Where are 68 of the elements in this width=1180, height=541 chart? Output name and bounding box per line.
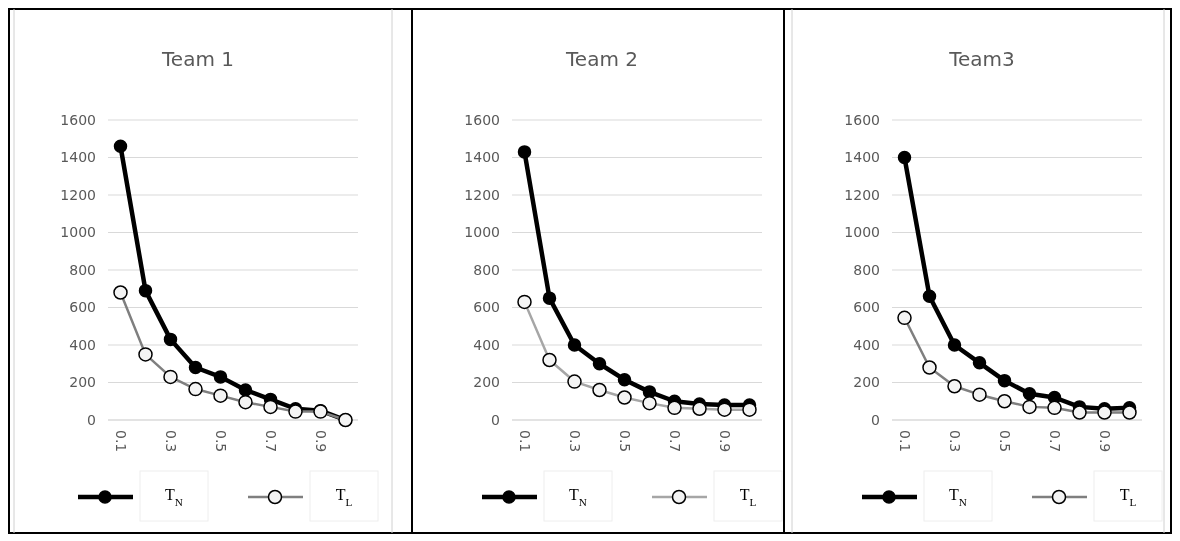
y-tick-label: 1400 — [844, 149, 880, 166]
y-tick-label: 1200 — [844, 186, 880, 203]
legend-label: T$_{N}$ — [949, 486, 967, 509]
y-tick-label: 800 — [69, 261, 96, 278]
y-tick-label: 400 — [69, 336, 96, 353]
y-tick-label: 200 — [473, 374, 500, 391]
point — [238, 383, 253, 397]
point — [517, 145, 532, 159]
x-tick-label: 0.5 — [616, 430, 633, 453]
y-tick-label: 200 — [853, 374, 880, 391]
legend-label: T$_{L}$ — [1119, 486, 1137, 509]
point — [138, 283, 153, 298]
x-tick-label: 0.3 — [566, 430, 583, 453]
point — [972, 356, 987, 370]
point — [213, 370, 228, 384]
x-tick-label: 0.5 — [996, 430, 1013, 453]
chart-title: Team 1 — [161, 47, 234, 71]
y-tick-label: 1600 — [464, 111, 500, 128]
y-tick-label: 600 — [69, 299, 96, 316]
y-tick-label: 0 — [87, 411, 96, 428]
y-tick-label: 400 — [473, 336, 500, 353]
y-tick-label: 1000 — [844, 224, 880, 241]
x-tick-label: 0.1 — [896, 430, 913, 453]
y-tick-label: 600 — [853, 299, 880, 316]
point — [113, 139, 128, 153]
point — [922, 289, 937, 303]
y-tick-label: 1000 — [464, 224, 500, 241]
x-tick-label: 0.5 — [212, 430, 229, 453]
y-tick-label: 800 — [853, 261, 880, 278]
y-tick-label: 1400 — [60, 149, 96, 166]
y-tick-label: 1600 — [844, 111, 880, 128]
x-tick-label: 0.9 — [312, 430, 329, 453]
x-tick-label: 0.7 — [666, 430, 683, 453]
chart-title: Team3 — [948, 47, 1015, 71]
y-tick-label: 1000 — [60, 224, 96, 241]
x-tick-label: 0.1 — [112, 430, 129, 453]
legend-label: T$_{L}$ — [335, 486, 353, 509]
y-tick-label: 600 — [473, 299, 500, 316]
y-tick-label: 0 — [871, 411, 880, 428]
x-tick-label: 0.3 — [162, 430, 179, 453]
y-tick-label: 0 — [491, 411, 500, 428]
point — [1022, 387, 1037, 401]
y-tick-label: 400 — [853, 336, 880, 353]
legend-label: T$_{N}$ — [165, 486, 183, 509]
point — [542, 291, 557, 305]
point — [567, 338, 582, 352]
point — [947, 338, 962, 352]
x-tick-label: 0.7 — [1046, 430, 1063, 453]
y-tick-label: 1200 — [464, 186, 500, 203]
y-tick-label: 800 — [473, 261, 500, 278]
x-tick-label: 0.1 — [516, 430, 533, 453]
point — [617, 372, 632, 387]
legend-label: T$_{L}$ — [739, 486, 757, 509]
point — [163, 332, 178, 347]
legend-label: T$_{N}$ — [569, 486, 587, 509]
y-tick-label: 1600 — [60, 111, 96, 128]
y-tick-label: 1200 — [60, 186, 96, 203]
x-tick-label: 0.3 — [946, 430, 963, 453]
y-tick-label: 200 — [69, 374, 96, 391]
point — [997, 373, 1012, 388]
y-tick-label: 1400 — [464, 149, 500, 166]
point — [897, 150, 912, 165]
chart-title: Team 2 — [565, 47, 638, 71]
x-tick-label: 0.9 — [1096, 430, 1113, 453]
point — [592, 357, 607, 371]
x-tick-label: 0.7 — [262, 430, 279, 453]
point — [188, 360, 203, 375]
x-tick-label: 0.9 — [716, 430, 733, 453]
